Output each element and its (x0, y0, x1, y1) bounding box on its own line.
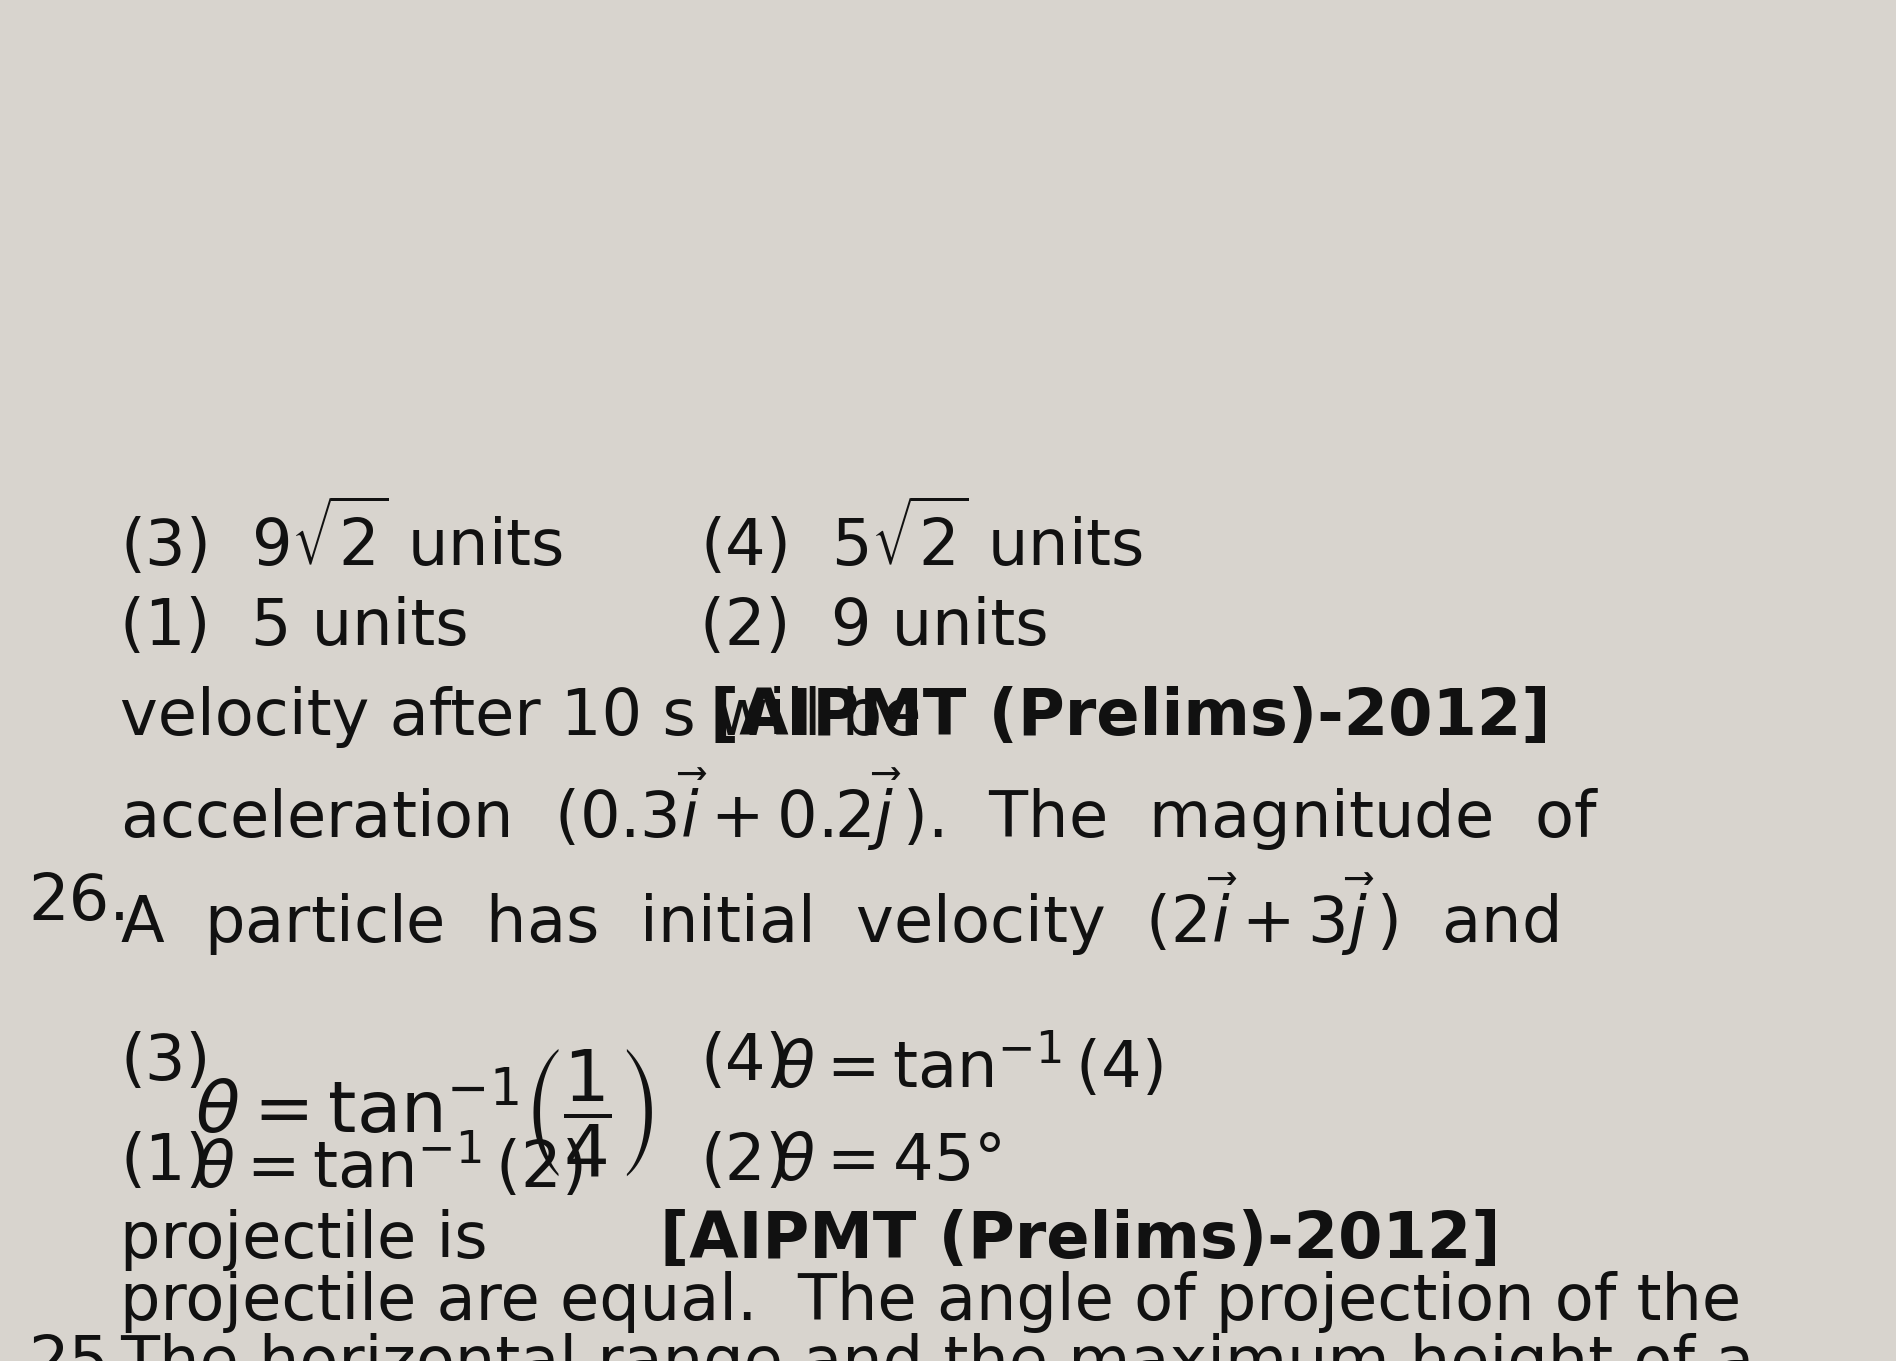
Text: (1)  5 units: (1) 5 units (119, 596, 468, 657)
Text: (4): (4) (700, 1032, 791, 1093)
Text: $\theta = \tan^{-1}\!\left(\dfrac{1}{4}\right)$: $\theta = \tan^{-1}\!\left(\dfrac{1}{4}\… (195, 1047, 654, 1179)
Text: projectile is: projectile is (119, 1209, 487, 1271)
Text: projectile are equal.  The angle of projection of the: projectile are equal. The angle of proje… (119, 1271, 1741, 1332)
Text: (1): (1) (119, 1131, 210, 1194)
Text: acceleration  $(0.3\vec{i}+0.2\vec{j}\,)$.  The  magnitude  of: acceleration $(0.3\vec{i}+0.2\vec{j}\,)$… (119, 766, 1598, 853)
Text: (2): (2) (700, 1131, 791, 1194)
Text: The horizontal range and the maximum height of a: The horizontal range and the maximum hei… (119, 1332, 1754, 1361)
Text: 25.: 25. (28, 1332, 129, 1361)
Text: $\theta = \tan^{-1}(4)$: $\theta = \tan^{-1}(4)$ (775, 1032, 1162, 1101)
Text: velocity after 10 s will be: velocity after 10 s will be (119, 686, 961, 749)
Text: $\theta = 45°$: $\theta = 45°$ (775, 1131, 1001, 1194)
Text: (2)  9 units: (2) 9 units (700, 596, 1048, 657)
Text: $\theta = \tan^{-1}(2)$: $\theta = \tan^{-1}(2)$ (195, 1131, 582, 1200)
Text: (3)  $9\sqrt{2}$ units: (3) $9\sqrt{2}$ units (119, 495, 563, 578)
Text: (4)  $5\sqrt{2}$ units: (4) $5\sqrt{2}$ units (700, 495, 1143, 578)
Text: [AIPMT (Prelims)-2012]: [AIPMT (Prelims)-2012] (709, 686, 1551, 749)
Text: 26.: 26. (28, 871, 129, 934)
Text: A  particle  has  initial  velocity  $(2\vec{i}+3\vec{j}\,)$  and: A particle has initial velocity $(2\vec{… (119, 871, 1559, 958)
Text: (3): (3) (119, 1032, 210, 1093)
Text: [AIPMT (Prelims)-2012]: [AIPMT (Prelims)-2012] (660, 1209, 1500, 1271)
